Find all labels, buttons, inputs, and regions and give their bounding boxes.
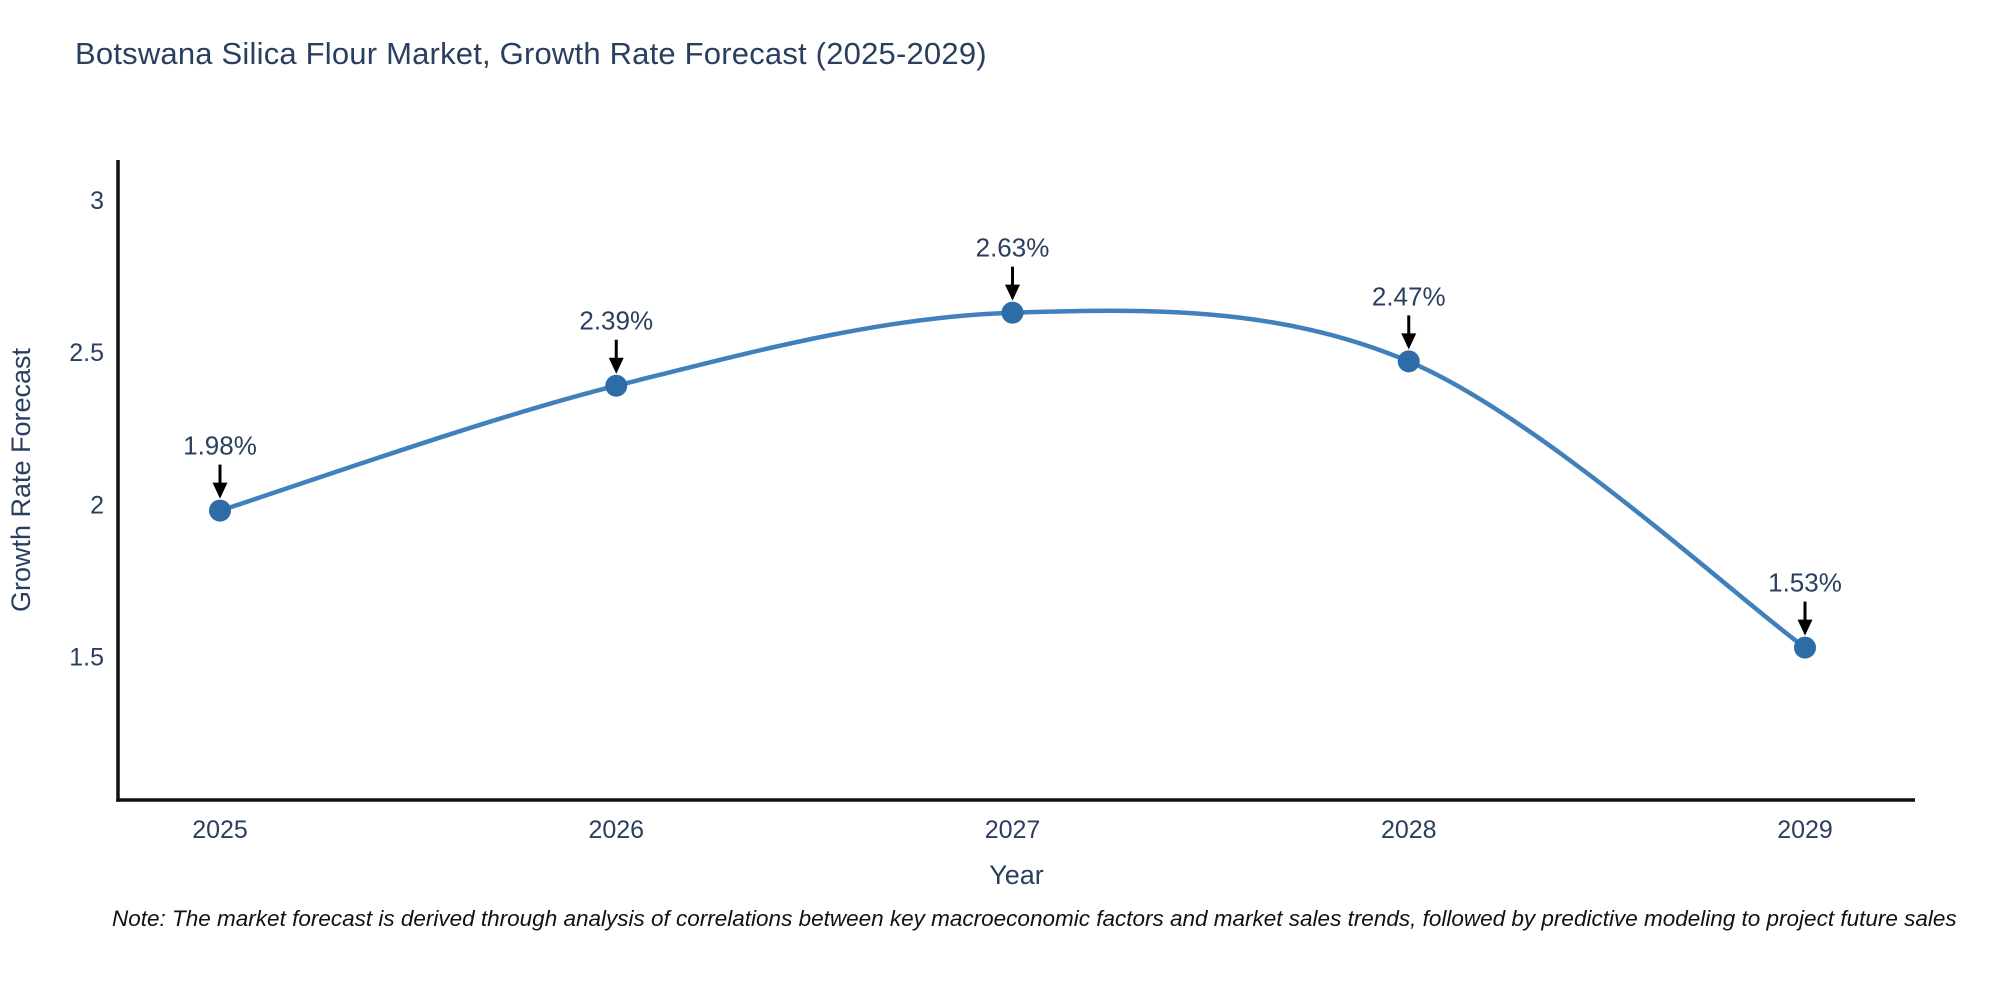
x-axis-title: Year	[989, 860, 1044, 890]
chart-title: Botswana Silica Flour Market, Growth Rat…	[75, 36, 987, 71]
x-tick-label: 2029	[1777, 816, 1833, 844]
x-tick-label: 2025	[192, 816, 248, 844]
x-tick-label: 2028	[1381, 816, 1437, 844]
annotation-arrowhead-icon	[1401, 333, 1417, 350]
x-tick-label: 2027	[985, 816, 1041, 844]
y-tick-label: 2.5	[69, 339, 104, 367]
data-point-marker	[1794, 636, 1816, 659]
data-point-marker	[1397, 350, 1420, 373]
data-point-marker	[605, 374, 628, 397]
data-point-marker	[209, 499, 231, 522]
x-tick-label: 2026	[588, 816, 644, 844]
footnote: Note: The market forecast is derived thr…	[112, 906, 1957, 931]
data-point-marker	[1001, 301, 1024, 324]
point-annotation: 2.47%	[1372, 281, 1446, 311]
y-tick-label: 3	[90, 187, 104, 215]
y-axis-title: Growth Rate Forecast	[6, 347, 36, 612]
y-tick-label: 2	[90, 491, 104, 519]
annotation-arrowhead-icon	[608, 357, 624, 374]
point-annotation: 1.53%	[1768, 568, 1842, 598]
forecast-line	[217, 308, 1808, 650]
point-annotation: 2.63%	[976, 233, 1050, 263]
annotation-arrowhead-icon	[212, 482, 228, 499]
point-annotation: 1.98%	[183, 431, 257, 461]
y-tick-label: 1.5	[69, 644, 104, 672]
point-annotation: 2.39%	[579, 306, 653, 336]
annotation-arrowhead-icon	[1797, 619, 1813, 636]
annotation-arrowhead-icon	[1005, 284, 1020, 301]
